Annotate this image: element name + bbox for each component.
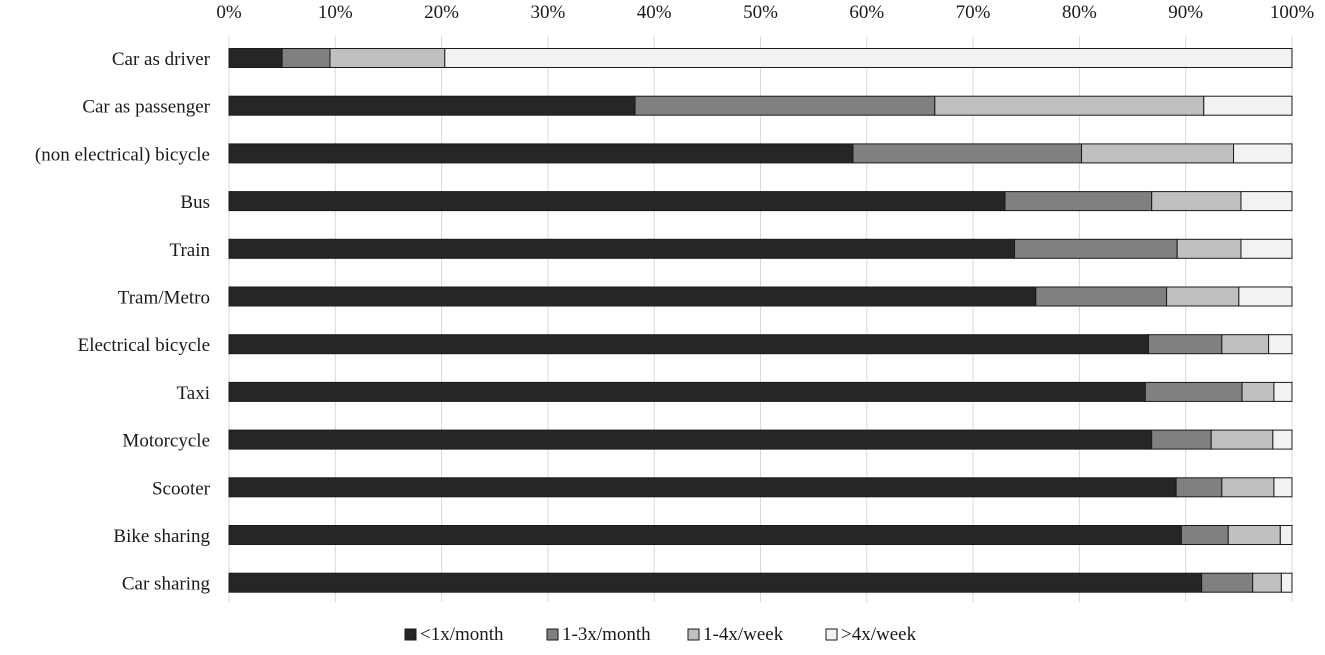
bar-segment [1273,381,1293,402]
legend-swatch [546,628,559,641]
legend-label: <1x/month [420,624,504,645]
category-labels: Car as driver Car as passenger (non electr… [35,49,211,595]
gridlines [228,36,1293,602]
bars [228,48,1293,593]
category-label: Electrical bicycle [78,335,210,356]
bar-segment [1201,572,1254,593]
bar-segment [228,238,1016,259]
bar-segment [1176,238,1242,259]
bar-segment [444,48,1293,68]
x-tick-label: 20% [424,2,459,23]
x-tick-label: 50% [743,2,778,23]
bar-segment [1166,286,1240,307]
bar-segment [634,95,936,116]
bar-segment [1035,286,1168,307]
category-label: Bike sharing [113,526,210,547]
bar-segment [228,572,1203,593]
bar-segment [1233,143,1293,164]
x-tick-label: 40% [637,2,672,23]
x-tick-label: 80% [1062,2,1097,23]
category-label: Motorcycle [122,431,210,452]
bar-segment [1203,95,1293,116]
bar-segment [1014,238,1178,259]
category-label: Scooter [152,478,211,499]
x-tick-label: 10% [318,2,353,23]
bar-segment [1004,191,1153,212]
category-label: Taxi [177,383,211,404]
x-tick-label: 0% [216,2,242,23]
bar-segment [1175,477,1223,498]
x-tick-label: 70% [956,2,991,23]
legend-swatch [404,628,417,641]
bar-segment [1273,477,1293,498]
bar-segment [1238,286,1293,307]
x-tick-label: 30% [530,2,565,23]
legend: <1x/month 1-3x/month 1-4x/week >4x/week [404,624,917,645]
bar-segment [228,95,636,116]
x-tick-label: 90% [1168,2,1203,23]
bar-segment [228,429,1153,450]
x-tick-label: 60% [849,2,884,23]
bar-segment [852,143,1083,164]
bar-segment [1280,572,1293,593]
bar-segment [1221,334,1270,355]
category-label: Train [170,240,211,261]
bar-segment [1081,143,1235,164]
bar-segment [1227,525,1281,545]
bar-segment [329,48,446,68]
bar-segment [1144,381,1243,402]
bar-segment [281,48,331,68]
bar-segment [1147,334,1223,355]
category-label: (non electrical) bicycle [35,144,210,165]
bar-segment [1180,525,1229,545]
bar-segment [1252,572,1282,593]
legend-swatch [825,628,838,641]
bar-segment [1240,191,1293,212]
legend-swatch [687,628,700,641]
bar-segment [1272,429,1293,450]
category-label: Car as driver [112,49,211,70]
bar-segment [1279,525,1293,545]
bar-segment [228,477,1177,498]
category-label: Tram/Metro [118,288,210,309]
category-label: Bus [180,192,210,213]
legend-label: >4x/week [841,624,917,645]
bar-segment [228,525,1182,545]
bar-segment [228,143,854,164]
bar-segment [1221,477,1275,498]
legend-label: 1-3x/month [562,624,651,645]
bar-segment [228,48,283,68]
legend-label: 1-4x/week [703,624,784,645]
bar-segment [228,381,1146,402]
bar-segment [1241,381,1275,402]
bar-segment [1240,238,1293,259]
category-label: Car sharing [122,574,211,595]
bar-segment [1151,191,1242,212]
category-label: Car as passenger [82,97,210,118]
bar-segment [1210,429,1274,450]
bar-segment [934,95,1205,116]
bar-segment [228,286,1037,307]
bar-segment [1268,334,1293,355]
bar-segment [1151,429,1212,450]
x-tick-label: 100% [1270,2,1315,23]
bar-segment [228,334,1149,355]
bar-segment [228,191,1006,212]
x-axis-tick-labels: 0% 10% 20% 30% 40% 50% 60% 70% 80% 90% 100% [216,2,1314,23]
